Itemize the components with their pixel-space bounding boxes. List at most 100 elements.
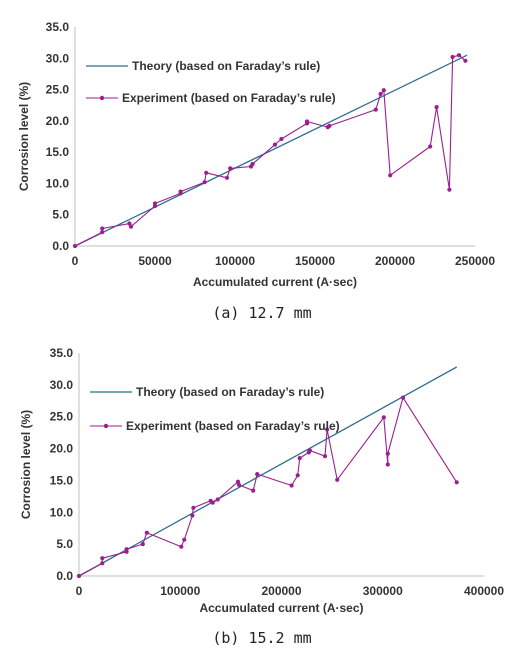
x-tick-label: 300000 bbox=[363, 584, 403, 598]
experiment-point bbox=[76, 573, 82, 579]
experiment-point bbox=[279, 136, 284, 142]
experiment-point bbox=[272, 142, 278, 147]
x-axis-title: Accumulated current (A·sec) bbox=[193, 275, 357, 289]
experiment-point bbox=[385, 462, 390, 467]
experiment-point bbox=[450, 54, 455, 60]
experiment-point bbox=[251, 488, 256, 493]
y-tick-label: 0.0 bbox=[52, 239, 69, 253]
y-tick-label: 15.0 bbox=[50, 473, 74, 487]
experiment-point bbox=[215, 497, 220, 502]
legend-experiment-label: Experiment (based on Faraday’s rule) bbox=[126, 419, 340, 433]
theory-line bbox=[78, 366, 458, 577]
experiment-point bbox=[378, 91, 383, 97]
experiment-point bbox=[304, 119, 310, 124]
legend-theory-label: Theory (based on Faraday’s rule) bbox=[132, 59, 320, 73]
chart-panel-b: 0.0 5.0 10.0 15.0 20.0 25.0 30.0 35.0 0 100000 20… bbox=[19, 346, 504, 647]
experiment-point bbox=[454, 480, 459, 485]
experiment-point bbox=[100, 561, 105, 566]
y-tick-label: 15.0 bbox=[46, 145, 70, 159]
x-tick-label: 400000 bbox=[464, 584, 504, 598]
experiment-point bbox=[190, 513, 195, 518]
x-tick-label: 200000 bbox=[261, 584, 301, 598]
experiment-point bbox=[373, 107, 378, 112]
y-tick-label: 25.0 bbox=[46, 83, 70, 97]
y-tick-label: 30.0 bbox=[50, 378, 74, 392]
experiment-point bbox=[204, 170, 209, 175]
experiment-point bbox=[456, 53, 462, 58]
experiment-point bbox=[128, 224, 134, 229]
chart-caption: (a) 12.7 mm bbox=[212, 304, 311, 322]
experiment-point bbox=[428, 144, 433, 149]
series-lines bbox=[72, 53, 468, 249]
experiment-point bbox=[463, 58, 468, 63]
experiment-point bbox=[100, 230, 105, 235]
experiment-point bbox=[202, 180, 207, 185]
experiment-point bbox=[388, 173, 393, 178]
experiment-point bbox=[182, 537, 187, 542]
experiment-point bbox=[322, 454, 328, 459]
legend: Theory (based on Faraday’s rule) Experim… bbox=[86, 59, 336, 105]
experiment-point bbox=[381, 415, 386, 420]
x-tick-label: 200000 bbox=[375, 254, 415, 268]
y-tick-label: 0.0 bbox=[56, 569, 73, 583]
x-tick-label: 0 bbox=[72, 254, 79, 268]
y-tick-label: 25.0 bbox=[50, 410, 74, 424]
series-lines bbox=[76, 366, 459, 579]
x-tick-labels: 0 50000 100000 150000 200000 250000 bbox=[72, 254, 496, 268]
experiment-point bbox=[236, 482, 242, 487]
y-tick-label: 30.0 bbox=[46, 51, 70, 65]
y-tick-label: 20.0 bbox=[46, 114, 70, 128]
experiment-point bbox=[307, 448, 312, 453]
legend-experiment-marker bbox=[99, 95, 105, 101]
legend-experiment-label: Experiment (based on Faraday’s rule) bbox=[122, 91, 336, 105]
chart-caption: (b) 15.2 mm bbox=[212, 629, 311, 647]
y-tick-label: 5.0 bbox=[56, 537, 73, 551]
legend-theory-label: Theory (based on Faraday’s rule) bbox=[136, 385, 324, 399]
experiment-point bbox=[400, 395, 406, 400]
experiment-point bbox=[140, 542, 145, 547]
y-tick-label: 5.0 bbox=[52, 208, 69, 222]
experiment-point bbox=[210, 500, 215, 505]
x-tick-labels: 0 100000 200000 300000 400000 bbox=[76, 584, 505, 598]
experiment-point bbox=[191, 505, 196, 510]
theory-line bbox=[74, 54, 468, 247]
y-tick-label: 10.0 bbox=[50, 505, 74, 519]
experiment-point bbox=[381, 88, 386, 93]
x-tick-label: 100000 bbox=[160, 584, 200, 598]
experiment-point bbox=[335, 477, 340, 482]
experiment-point bbox=[289, 483, 294, 488]
experiment-point bbox=[255, 472, 260, 477]
experiment-point bbox=[72, 243, 78, 249]
experiment-point bbox=[228, 166, 233, 171]
experiment-point bbox=[100, 226, 105, 231]
experiment-point bbox=[447, 187, 452, 192]
experiment-point bbox=[127, 221, 132, 226]
legend-experiment-marker bbox=[103, 423, 109, 429]
experiment-point bbox=[152, 201, 158, 206]
experiment-point bbox=[385, 451, 390, 456]
experiment-point bbox=[295, 473, 300, 478]
x-tick-label: 50000 bbox=[138, 254, 172, 268]
experiment-point bbox=[235, 479, 241, 484]
legend: Theory (based on Faraday’s rule) Experim… bbox=[90, 385, 340, 433]
x-axis-title: Accumulated current (A·sec) bbox=[199, 601, 363, 615]
y-tick-label: 35.0 bbox=[46, 20, 70, 34]
y-tick-label: 35.0 bbox=[50, 346, 74, 360]
x-tick-label: 250000 bbox=[455, 254, 495, 268]
x-tick-label: 150000 bbox=[295, 254, 335, 268]
experiment-point bbox=[434, 105, 439, 110]
experiment-point bbox=[297, 456, 302, 461]
experiment-point bbox=[179, 544, 184, 549]
y-tick-label: 20.0 bbox=[50, 442, 74, 456]
experiment-point bbox=[100, 556, 105, 561]
x-tick-label: 0 bbox=[76, 584, 83, 598]
experiment-point bbox=[144, 530, 149, 535]
experiment-point bbox=[250, 161, 255, 167]
y-tick-labels: 0.0 5.0 10.0 15.0 20.0 25.0 30.0 35.0 bbox=[46, 20, 70, 253]
experiment-point bbox=[224, 175, 230, 180]
chart-panel-a: 0.0 5.0 10.0 15.0 20.0 25.0 30.0 35.0 0 50000 100… bbox=[17, 20, 495, 322]
experiment-point bbox=[325, 427, 330, 432]
experiment-point bbox=[124, 547, 129, 552]
y-tick-labels: 0.0 5.0 10.0 15.0 20.0 25.0 30.0 35.0 bbox=[50, 346, 74, 583]
